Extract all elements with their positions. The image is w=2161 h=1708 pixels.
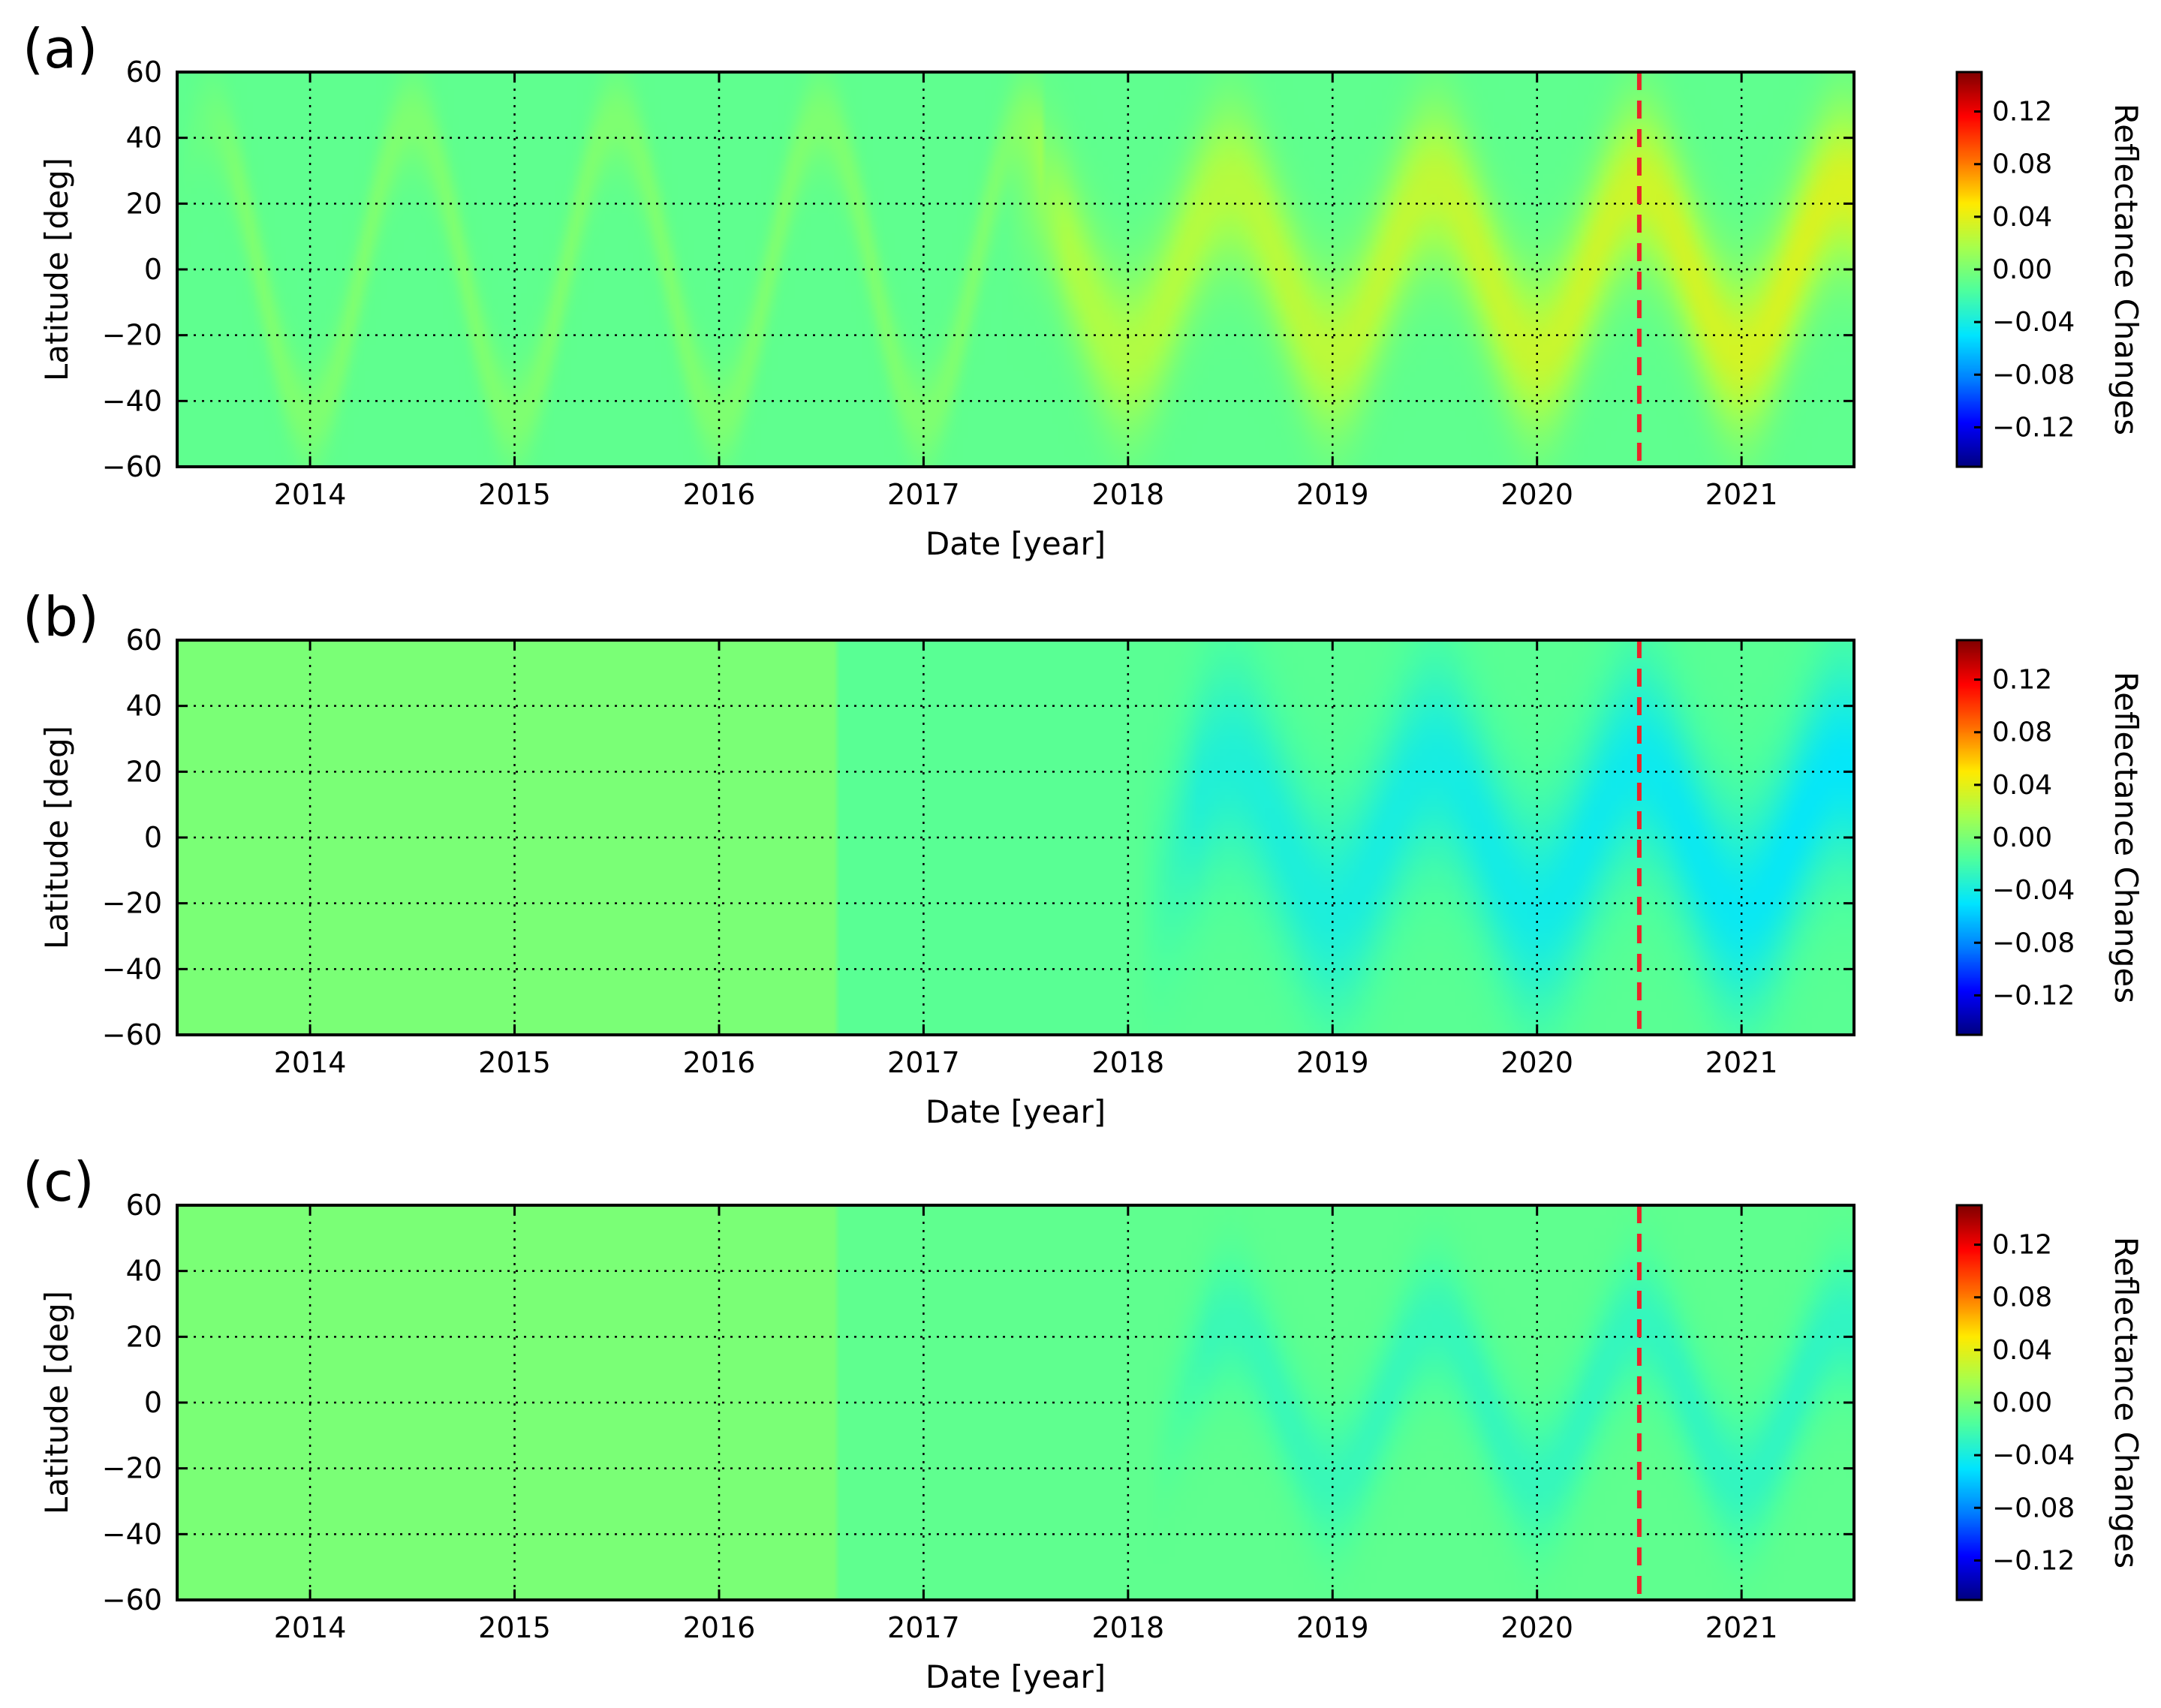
x-tick-label: 2020	[1500, 478, 1573, 511]
colorbar-tick-label: −0.08	[1992, 928, 2075, 958]
colorbar-tick-label: 0.12	[1992, 665, 2052, 696]
colorbar-label: Reflectance Changes	[2108, 104, 2144, 435]
x-axis-label: Date [year]	[925, 1658, 1106, 1695]
colorbar-tick-label: −0.12	[1992, 980, 2075, 1011]
y-axis-label: Latitude [deg]	[38, 726, 75, 949]
x-tick-label: 2017	[887, 1611, 960, 1644]
y-tick-label: −60	[102, 450, 162, 483]
x-tick-label: 2019	[1296, 478, 1369, 511]
x-tick-label: 2015	[478, 1046, 551, 1079]
y-tick-label: 20	[126, 187, 162, 220]
y-axis-label: Latitude [deg]	[38, 158, 75, 381]
x-tick-label: 2021	[1705, 1611, 1778, 1644]
y-tick-label: 20	[126, 1320, 162, 1353]
y-tick-label: −20	[102, 1452, 162, 1485]
colorbar-tick-label: −0.04	[1992, 875, 2075, 906]
colorbar-label: Reflectance Changes	[2108, 672, 2144, 1003]
colorbar-tick-label: 0.12	[1992, 97, 2052, 128]
x-tick-label: 2018	[1091, 1611, 1164, 1644]
panel-label: (b)	[23, 585, 99, 648]
colorbar-tick-label: 0.00	[1992, 1388, 2052, 1418]
colorbar-label: Reflectance Changes	[2108, 1237, 2144, 1568]
colorbar-tick-label: 0.00	[1992, 254, 2052, 285]
x-tick-label: 2017	[887, 478, 960, 511]
colorbar-tick-label: 0.08	[1992, 717, 2052, 748]
heatmap-image	[177, 1205, 1854, 1600]
x-tick-label: 2014	[274, 1611, 347, 1644]
x-tick-label: 2018	[1091, 478, 1164, 511]
heatmap-image	[177, 640, 1854, 1035]
x-tick-label: 2020	[1500, 1611, 1573, 1644]
panel-label: (c)	[23, 1150, 95, 1213]
x-tick-label: 2019	[1296, 1611, 1369, 1644]
y-tick-label: −40	[102, 952, 162, 985]
colorbar-tick-label: −0.08	[1992, 359, 2075, 390]
colorbar-tick-label: −0.08	[1992, 1493, 2075, 1523]
colorbar-tick-label: 0.04	[1992, 1335, 2052, 1366]
y-tick-label: 60	[126, 1189, 162, 1222]
x-tick-label: 2014	[274, 478, 347, 511]
colorbar-tick-label: 0.04	[1992, 770, 2052, 801]
colorbar-tick-label: 0.04	[1992, 202, 2052, 233]
x-tick-label: 2021	[1705, 1046, 1778, 1079]
y-axis-label: Latitude [deg]	[38, 1291, 75, 1514]
y-tick-label: −20	[102, 319, 162, 352]
x-axis-label: Date [year]	[925, 1093, 1106, 1130]
heatmap-image	[177, 72, 1854, 467]
x-tick-label: 2016	[683, 1611, 756, 1644]
colorbar-tick-label: 0.08	[1992, 149, 2052, 180]
x-tick-label: 2018	[1091, 1046, 1164, 1079]
y-tick-label: 0	[144, 253, 162, 286]
y-tick-label: −40	[102, 1517, 162, 1550]
x-tick-label: 2019	[1296, 1046, 1369, 1079]
y-tick-label: 40	[126, 122, 162, 155]
x-tick-label: 2020	[1500, 1046, 1573, 1079]
x-tick-label: 2014	[274, 1046, 347, 1079]
y-tick-label: 0	[144, 821, 162, 854]
y-tick-label: −40	[102, 384, 162, 417]
chart-panel-a: (a) 2014 2015 2016 2017 2018 2019 2020 2021 60 40 2…	[23, 17, 2144, 562]
y-tick-label: −20	[102, 887, 162, 920]
colorbar-tick-label: 0.08	[1992, 1283, 2052, 1313]
x-tick-label: 2016	[683, 1046, 756, 1079]
y-tick-label: 40	[126, 690, 162, 723]
colorbar-tick-label: −0.12	[1992, 412, 2075, 443]
y-tick-label: −60	[102, 1583, 162, 1616]
colorbar-tick-label: 0.00	[1992, 822, 2052, 853]
x-tick-label: 2015	[478, 1611, 551, 1644]
y-tick-label: 60	[126, 56, 162, 89]
x-axis-label: Date [year]	[925, 525, 1106, 562]
colorbar-tick-label: −0.04	[1992, 1440, 2075, 1471]
x-tick-label: 2017	[887, 1046, 960, 1079]
y-tick-label: 20	[126, 755, 162, 788]
colorbar-tick-label: −0.12	[1992, 1545, 2075, 1576]
x-tick-label: 2015	[478, 478, 551, 511]
x-tick-label: 2016	[683, 478, 756, 511]
colorbar-tick-label: −0.04	[1992, 307, 2075, 338]
panel-label: (a)	[23, 17, 98, 80]
y-tick-label: 40	[126, 1255, 162, 1288]
x-tick-label: 2021	[1705, 478, 1778, 511]
colorbar-tick-label: 0.12	[1992, 1230, 2052, 1261]
y-tick-label: −60	[102, 1018, 162, 1051]
chart-panel-b: (b) 2014 2015 2016 2017 2018 2019 2020 2021 60 40 2…	[23, 585, 2144, 1130]
chart-panel-c: (c) 2014 2015 2016 2017 2018 2019 2020 2021 60 40 2…	[23, 1150, 2144, 1695]
y-tick-label: 0	[144, 1386, 162, 1419]
y-tick-label: 60	[126, 624, 162, 657]
